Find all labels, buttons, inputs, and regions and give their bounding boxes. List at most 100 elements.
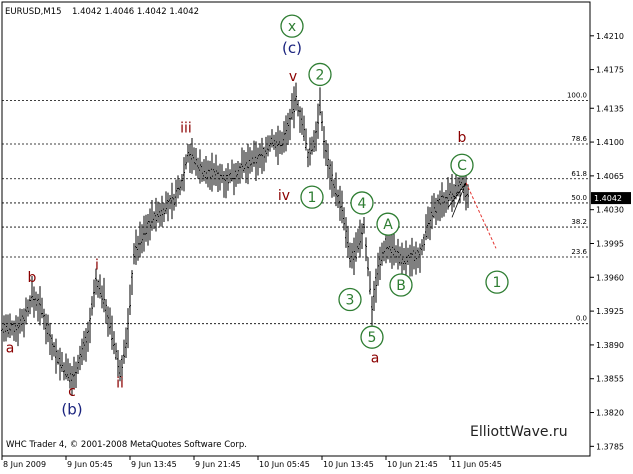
price-bar (455, 171, 457, 200)
price-bar (431, 195, 433, 230)
price-bar (341, 190, 343, 224)
channel-line-lower (451, 182, 467, 218)
price-bar (425, 214, 427, 241)
price-bar (259, 143, 261, 169)
price-bar (223, 170, 225, 198)
price-bar (301, 107, 303, 135)
price-bar (449, 182, 451, 202)
price-bar (321, 111, 323, 131)
price-bar (445, 190, 447, 213)
wave-label: iv (278, 188, 290, 204)
price-bar (293, 86, 295, 129)
wave-label: i (95, 258, 99, 274)
x-tick-label: 10 Jun 21:45 (387, 460, 438, 469)
price-bar (3, 315, 5, 342)
x-tick-label: 9 Jun 13:45 (131, 460, 177, 469)
price-bar (227, 163, 229, 191)
price-bar (29, 295, 31, 315)
wave-circle-text: 3 (346, 293, 355, 309)
current-price-label: 1.4042 (594, 194, 622, 203)
price-bar (21, 309, 23, 332)
price-bar (173, 193, 175, 211)
wave-label: c (68, 384, 76, 400)
fib-level-label: 0.0 (576, 315, 587, 323)
price-bar (355, 232, 357, 262)
y-tick-label: 1.4100 (596, 138, 624, 147)
y-tick-label: 1.3960 (596, 273, 624, 282)
wave-circle (450, 153, 474, 177)
current-price-box (591, 192, 631, 205)
price-bar (109, 307, 111, 335)
price-bar (145, 214, 147, 242)
price-bar (47, 314, 49, 343)
price-bar (143, 215, 145, 252)
wave-circle-label: A (376, 212, 400, 236)
wave-circle-label: 3 (338, 287, 362, 312)
price-bar (151, 200, 153, 231)
wave-circle-text: 4 (358, 196, 367, 212)
price-bar (265, 136, 267, 163)
x-tick-label: 8 Jun 2009 (3, 460, 46, 469)
price-bar (135, 229, 137, 265)
price-bar (177, 175, 179, 199)
price-bar (295, 82, 297, 111)
price-bar (175, 179, 177, 207)
fib-level-label: 78.6 (571, 135, 587, 143)
price-bar (195, 148, 197, 176)
plot-frame (1, 1, 591, 457)
price-bar (201, 161, 203, 182)
price-bar (299, 106, 301, 133)
price-bar (133, 243, 135, 265)
price-bar (95, 268, 97, 295)
price-bar (179, 179, 181, 196)
price-bar (59, 347, 61, 381)
price-bar (235, 163, 237, 187)
price-bar (429, 207, 431, 241)
price-bar (153, 211, 155, 230)
price-bar (367, 257, 369, 277)
price-bar (271, 129, 273, 148)
y-tick-label: 1.3925 (596, 307, 624, 316)
price-bar (381, 242, 383, 266)
y-tick-label: 1.3890 (596, 341, 624, 350)
price-bar (35, 291, 37, 311)
wave-circle (308, 62, 332, 87)
wave-label: a (6, 341, 15, 357)
price-bar (335, 172, 337, 207)
price-bar (119, 359, 121, 382)
y-tick-label: 1.4030 (596, 206, 624, 215)
price-bar (291, 93, 293, 120)
price-bar (307, 148, 309, 168)
price-bar (103, 277, 105, 313)
price-bar (337, 189, 339, 208)
price-bar (225, 168, 227, 199)
wave-circle-label: 2 (308, 62, 332, 87)
price-bar (27, 299, 29, 317)
x-tick-label: 9 Jun 05:45 (67, 460, 113, 469)
price-bar (127, 308, 129, 349)
price-bar (159, 203, 161, 227)
wave-label: b (458, 130, 467, 146)
wave-label: (c) (282, 39, 302, 57)
price-bar (267, 135, 269, 157)
price-bar (303, 115, 305, 141)
price-bar (43, 308, 45, 330)
price-bar (391, 232, 393, 269)
price-bar (289, 108, 291, 141)
wave-circle-text: 5 (368, 330, 377, 346)
price-bar (197, 157, 199, 179)
price-bar (25, 297, 27, 325)
wave-circle-text: 1 (493, 275, 502, 291)
price-bar (157, 201, 159, 223)
fib-level-label: 38.2 (571, 218, 587, 226)
y-tick-label: 1.4175 (596, 66, 624, 75)
price-bar (101, 285, 103, 309)
price-bar (447, 177, 449, 210)
y-tick-label: 1.3995 (596, 239, 624, 248)
projection-line (465, 182, 497, 249)
wave-circle (389, 273, 413, 297)
x-tick-label: 10 Jun 05:45 (259, 460, 310, 469)
price-bar (111, 315, 113, 350)
price-bar (363, 216, 365, 234)
